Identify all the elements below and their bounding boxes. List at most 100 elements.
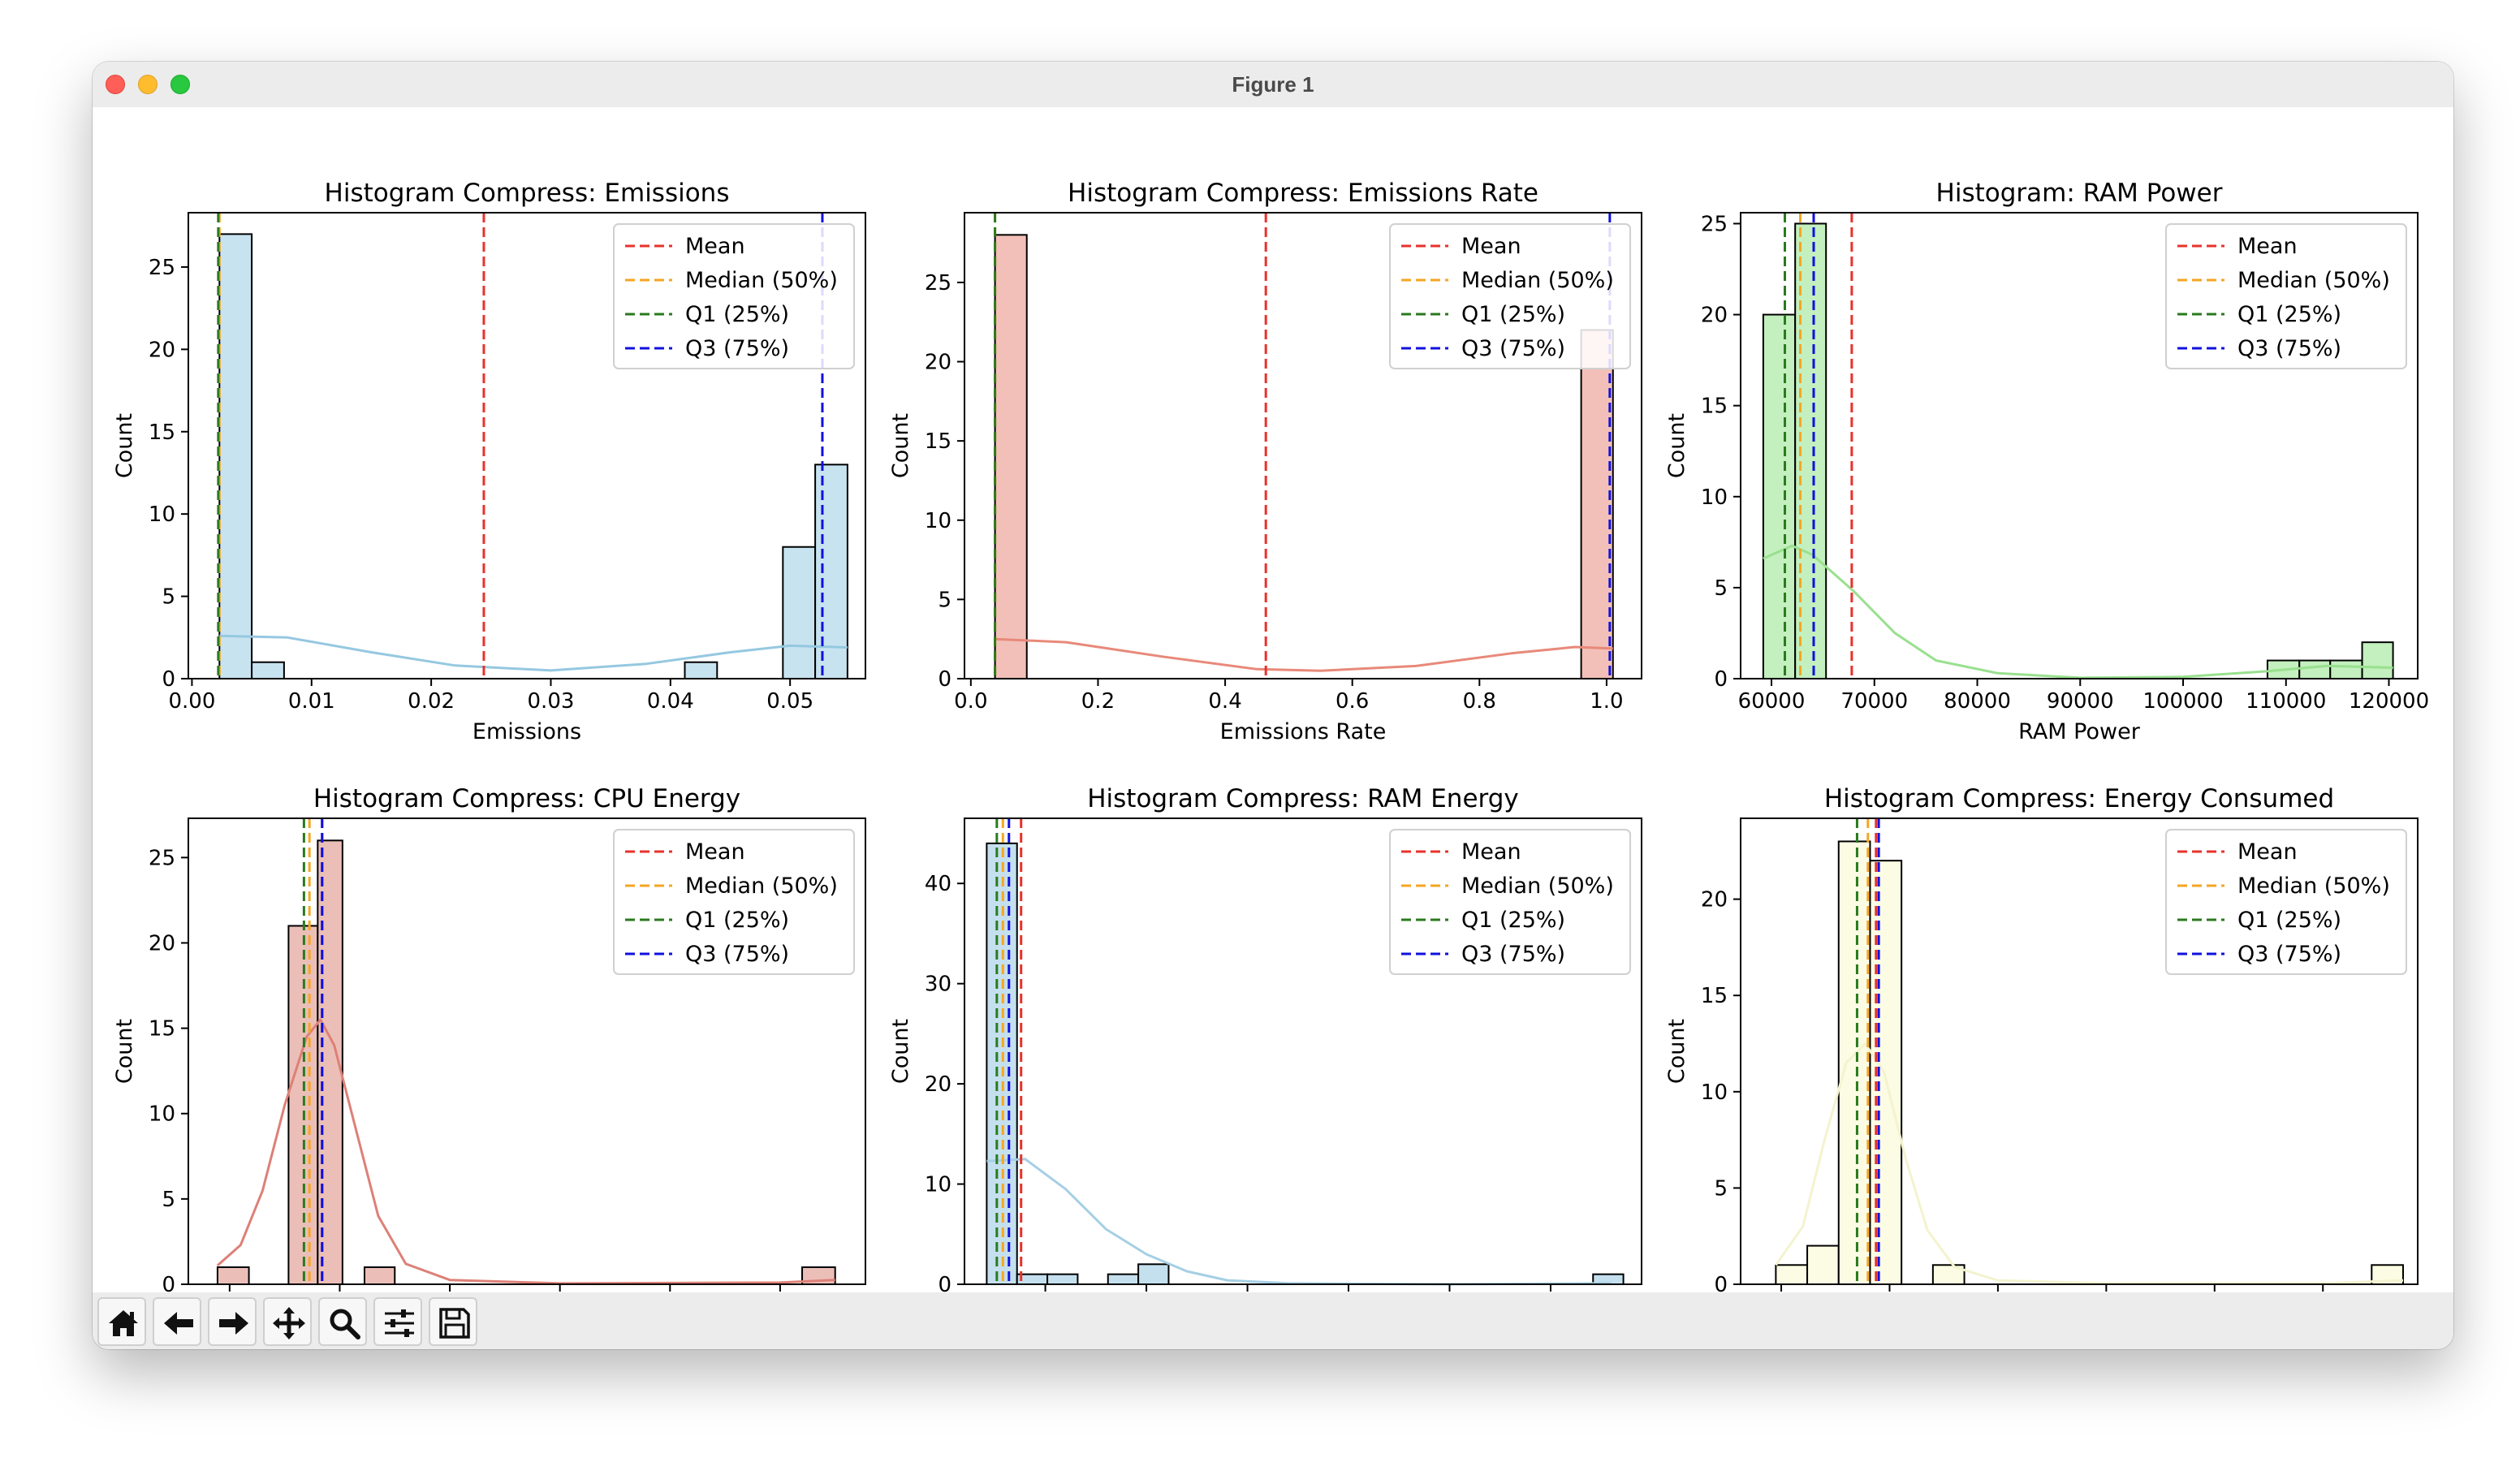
close-window-button[interactable] bbox=[106, 75, 125, 94]
minimize-window-button[interactable] bbox=[138, 75, 158, 94]
figure-canvas: 0.00 0.01 0.02 0.03 0.04 0.050510152025Histog… bbox=[93, 107, 2453, 1292]
legend-label: Q1 (25%) bbox=[1461, 302, 1565, 327]
zoom-window-button[interactable] bbox=[170, 75, 190, 94]
histogram-bar bbox=[216, 1266, 250, 1286]
x-axis-label: Emissions bbox=[472, 719, 581, 744]
chart-title: Histogram: RAM Power bbox=[1936, 179, 2223, 208]
legend-label: Q3 (75%) bbox=[2237, 942, 2341, 967]
chart-1: 0.00 0.01 0.02 0.03 0.04 0.05 0 5 10 15 20 25 Histog… bbox=[112, 179, 866, 744]
chart-title: Histogram Compress: Emissions bbox=[325, 179, 730, 208]
legend-label: Q3 (75%) bbox=[2237, 336, 2341, 361]
home-button[interactable] bbox=[97, 1297, 146, 1346]
histogram-bar bbox=[1869, 860, 1903, 1285]
legend-label: Mean bbox=[685, 234, 745, 259]
kde-curve bbox=[995, 637, 1613, 672]
y-tick-label: 0 bbox=[938, 667, 951, 692]
legend-label: Q3 (75%) bbox=[685, 942, 789, 967]
y-tick-label: 15 bbox=[1701, 395, 1728, 419]
y-tick-label: 10 bbox=[925, 1173, 951, 1197]
y-tick-label: 20 bbox=[149, 931, 175, 955]
axes-frame bbox=[1740, 817, 2419, 1285]
x-tick-label: 0.4 bbox=[1208, 689, 1241, 714]
y-tick-label: 0 bbox=[162, 667, 175, 692]
y-tick-label: 10 bbox=[1701, 485, 1728, 510]
navigation-toolbar bbox=[93, 1292, 2453, 1349]
chart-3: 60000 70000 80000 90000 100000 110000 120000 0 5… bbox=[1664, 179, 2429, 744]
legend-label: Median (50%) bbox=[685, 874, 838, 899]
legend-box bbox=[1389, 829, 1631, 975]
zoom-button[interactable] bbox=[318, 1297, 367, 1346]
chart-title: Histogram Compress: Emissions Rate bbox=[1068, 179, 1538, 208]
histogram-bar bbox=[2361, 641, 2394, 679]
move-icon bbox=[273, 1307, 305, 1339]
legend-box bbox=[613, 829, 855, 975]
chart-title: Histogram Compress: CPU Energy bbox=[313, 784, 740, 813]
y-tick-label: 25 bbox=[149, 846, 175, 870]
back-button[interactable] bbox=[153, 1297, 201, 1346]
x-tick-label: 110000 bbox=[2246, 689, 2326, 714]
save-button[interactable] bbox=[429, 1297, 477, 1346]
x-tick-label: 70000 bbox=[1840, 689, 1908, 714]
legend-label: Median (50%) bbox=[1461, 874, 1614, 899]
kde-curve bbox=[219, 634, 848, 672]
chart-5: 0.00100.00150.00200.00250.00300.00350102… bbox=[888, 784, 1642, 1292]
legend-label: Mean bbox=[2237, 839, 2298, 865]
x-tick-label: 60000 bbox=[1738, 689, 1806, 714]
histogram-bar bbox=[994, 234, 1028, 680]
legend-label: Mean bbox=[1461, 234, 1521, 259]
y-tick-label: 25 bbox=[1701, 212, 1728, 236]
save-icon bbox=[439, 1308, 470, 1339]
histogram-bar bbox=[1137, 1263, 1170, 1285]
x-tick-label: 80000 bbox=[1944, 689, 2011, 714]
pan-button[interactable] bbox=[263, 1297, 312, 1346]
forward-button[interactable] bbox=[208, 1297, 257, 1346]
histogram-bar bbox=[363, 1266, 396, 1286]
x-tick-label: 0.02 bbox=[408, 689, 455, 714]
x-tick-label: 0.04 bbox=[647, 689, 694, 714]
chart-6: 0.060.080.100.120.140.1605101520Histogra… bbox=[1664, 784, 2419, 1292]
legend-label: Mean bbox=[1461, 839, 1521, 865]
y-axis-label: Count bbox=[1664, 413, 1689, 478]
chart-2: 0.0 0.2 0.4 0.6 0.8 1.0 0 5 10 15 20 25 Histogram Co… bbox=[888, 179, 1642, 744]
legend-label: Q1 (25%) bbox=[685, 908, 789, 933]
y-tick-label: 25 bbox=[925, 271, 951, 295]
x-tick-label: 0.6 bbox=[1336, 689, 1369, 714]
axes-frame bbox=[188, 212, 866, 679]
axes-frame bbox=[964, 817, 1642, 1285]
legend-box bbox=[1389, 223, 1631, 369]
chart-4: 0.060.080.100.120.140.160510152025Histog… bbox=[112, 784, 866, 1292]
x-tick-label: 1.0 bbox=[1590, 689, 1623, 714]
x-tick-label: 90000 bbox=[2047, 689, 2114, 714]
configure-subplots-button[interactable] bbox=[373, 1297, 422, 1346]
x-tick-label: 0.2 bbox=[1081, 689, 1115, 714]
legend-label: Q3 (75%) bbox=[1461, 336, 1565, 361]
histogram-bar bbox=[782, 546, 817, 680]
legend-label: Median (50%) bbox=[1461, 268, 1614, 293]
kde-curve bbox=[1763, 544, 2393, 679]
y-axis-label: Count bbox=[112, 413, 137, 478]
y-tick-label: 5 bbox=[1714, 576, 1728, 601]
legend: Mean Median (50%) Q1 (25%) Q3 (75%) bbox=[1389, 223, 1631, 369]
y-tick-label: 30 bbox=[925, 973, 951, 997]
y-axis-label: Count bbox=[888, 413, 913, 478]
histogram-bar bbox=[1762, 313, 1797, 679]
legend-label: Median (50%) bbox=[685, 268, 838, 293]
y-tick-label: 40 bbox=[925, 872, 951, 896]
y-tick-label: 20 bbox=[1701, 304, 1728, 328]
y-tick-label: 10 bbox=[149, 1102, 175, 1127]
y-tick-label: 15 bbox=[925, 429, 951, 454]
legend-label: Q3 (75%) bbox=[685, 336, 789, 361]
histogram-bar bbox=[1046, 1273, 1079, 1285]
window-title: Figure 1 bbox=[1232, 72, 1314, 97]
histogram-bar bbox=[684, 661, 718, 679]
x-tick-label: 0.0 bbox=[954, 689, 987, 714]
legend-label: Q1 (25%) bbox=[2237, 908, 2341, 933]
histogram-bar bbox=[2329, 659, 2363, 679]
legend: Mean Median (50%) Q1 (25%) Q3 (75%) bbox=[613, 829, 855, 975]
legend-label: Q3 (75%) bbox=[1461, 942, 1565, 967]
y-axis-label: Count bbox=[1664, 1019, 1689, 1084]
legend-label: Median (50%) bbox=[2237, 874, 2390, 899]
legend: Mean Median (50%) Q1 (25%) Q3 (75%) bbox=[2165, 223, 2407, 369]
legend-box bbox=[2165, 829, 2407, 975]
histogram-bar bbox=[1806, 1244, 1840, 1286]
